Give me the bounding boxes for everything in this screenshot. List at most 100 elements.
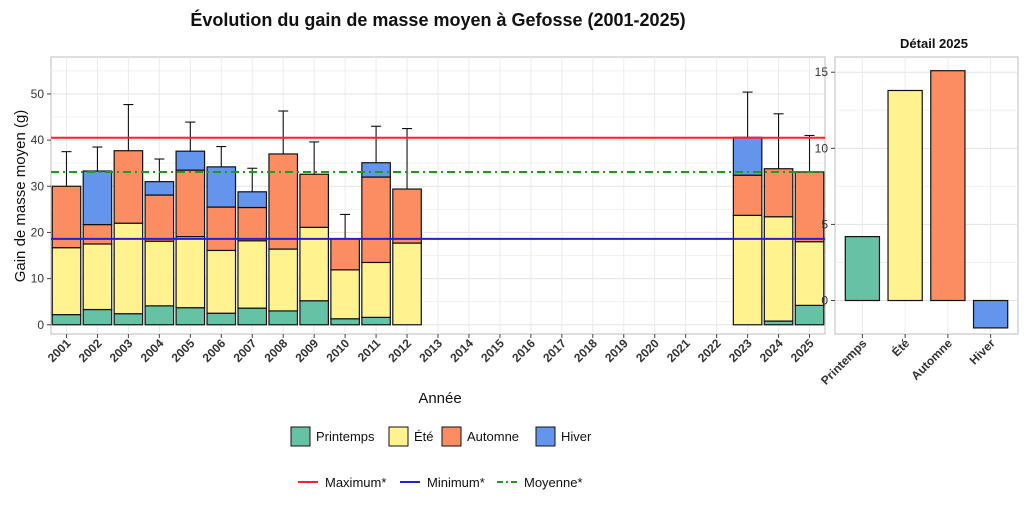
x-tick-label: 2016	[509, 336, 538, 365]
x-tick-label: 2025	[788, 336, 817, 365]
bar-segment-printemps-2006	[206, 312, 237, 326]
bar-segment-été-2008	[268, 248, 299, 312]
bar-segment-automne-2002	[82, 223, 113, 245]
x-tick-label: 2010	[323, 336, 352, 365]
bar-segment-automne-2009	[299, 173, 330, 228]
y-tick-label: 40	[31, 133, 45, 147]
season-legend: Printemps Été Automne Hiver	[290, 426, 592, 447]
legend-swatch-printemps	[290, 426, 311, 447]
bar-segment-printemps-2003	[113, 313, 144, 326]
main-x-ticks: 2001 2002 2003 2004 2005 2006 2007 2008 2009 2010…	[45, 334, 817, 365]
bar-segment-printemps-2004	[144, 305, 175, 326]
bar-segment-hiver-2005	[175, 150, 206, 171]
bar-segment-été-2006	[206, 249, 237, 314]
bar-segment-hiver-2007	[237, 191, 268, 209]
main-y-ticks: 0 10 20 30 40 50	[31, 87, 51, 332]
bar-segment-été-2012	[392, 242, 422, 326]
bar-segment-hiver-2004	[144, 181, 175, 196]
bar-segment-été-2007	[237, 240, 268, 309]
x-tick-label: 2023	[726, 336, 755, 365]
x-tick-label: 2019	[602, 336, 631, 365]
y-tick-label: 10	[31, 272, 45, 286]
y-axis-title: Gain de masse moyen (g)	[12, 110, 29, 283]
x-tick-label: 2008	[262, 336, 291, 365]
bar-segment-automne-2024	[763, 168, 794, 218]
legend-swatch-automne	[441, 426, 462, 447]
x-tick-label: 2018	[571, 336, 600, 365]
legend-label-minimum: Minimum*	[427, 475, 485, 490]
x-tick-label: 2003	[107, 336, 136, 365]
detail-bar-hiver	[972, 299, 1009, 329]
y-tick-label: 20	[31, 225, 45, 239]
bar-segment-printemps-2025	[794, 304, 825, 326]
bar-segment-été-2005	[175, 235, 206, 309]
y-tick-label: 30	[31, 179, 45, 193]
legend-label-maximum: Maximum*	[325, 475, 386, 490]
legend-label-été: Été	[414, 429, 434, 444]
x-tick-label: 2015	[478, 336, 507, 365]
x-axis-title: Année	[418, 390, 461, 407]
bar-segment-automne-2011	[361, 176, 391, 264]
bar-segment-été-2023	[732, 214, 763, 326]
bar-segment-printemps-2009	[299, 300, 330, 326]
legend-label-moyenne: Moyenne*	[524, 475, 583, 490]
detail-x-tick-label: Automne	[908, 336, 955, 383]
reference-line-legend: Maximum* Minimum* Moyenne*	[298, 475, 583, 490]
bar-segment-printemps-2001	[51, 314, 82, 326]
detail-y-tick-label: 15	[815, 65, 829, 79]
legend-label-hiver: Hiver	[561, 429, 592, 444]
bar-segment-printemps-2011	[361, 316, 391, 326]
x-tick-label: 2020	[633, 336, 662, 365]
detail-y-tick-label: 0	[821, 294, 828, 308]
bar-segment-été-2002	[82, 243, 113, 311]
bar-segment-printemps-2002	[82, 308, 113, 326]
detail-chart-title: Détail 2025	[900, 36, 968, 51]
bar-segment-printemps-2005	[175, 307, 206, 326]
x-tick-label: 2002	[76, 336, 105, 365]
x-tick-label: 2007	[231, 336, 260, 365]
bar-segment-automne-2010	[330, 238, 360, 271]
bar-segment-été-2004	[144, 240, 175, 307]
bar-segment-printemps-2007	[237, 307, 268, 326]
bar-segment-été-2003	[113, 222, 144, 315]
x-tick-label: 2022	[695, 336, 724, 365]
reference-lines	[51, 136, 825, 240]
legend-label-automne: Automne	[467, 429, 519, 444]
x-tick-label: 2001	[45, 336, 74, 365]
detail-bar-été	[887, 89, 923, 302]
bar-segment-automne-2025	[794, 171, 825, 243]
detail-x-tick-label: Printemps	[818, 336, 870, 388]
bar-segment-printemps-2008	[268, 310, 299, 326]
x-tick-label: 2006	[200, 336, 229, 365]
bar-segment-automne-2005	[175, 169, 206, 238]
detail-x-tick-label: Hiver	[967, 336, 998, 367]
detail-x-tick-label: Été	[888, 335, 912, 359]
bar-segment-hiver-2011	[361, 162, 391, 178]
main-error-bars	[61, 91, 815, 239]
y-tick-label: 50	[31, 87, 45, 101]
bar-segment-été-2010	[330, 269, 360, 320]
legend-label-printemps: Printemps	[316, 429, 375, 444]
detail-bar-automne	[930, 70, 966, 302]
bar-segment-automne-2004	[144, 194, 175, 242]
x-tick-label: 2004	[138, 336, 167, 365]
bar-segment-automne-2023	[732, 174, 763, 216]
bar-segment-automne-2006	[206, 206, 237, 252]
x-tick-label: 2012	[385, 336, 414, 365]
bar-segment-été-2024	[763, 216, 794, 322]
bar-segment-été-2011	[361, 261, 391, 318]
legend-swatch-été	[388, 426, 409, 447]
x-tick-label: 2009	[292, 336, 321, 365]
legend-swatch-hiver	[535, 426, 556, 447]
detail-bars	[844, 70, 1009, 329]
bar-segment-automne-2003	[113, 150, 144, 224]
bar-segment-automne-2008	[268, 153, 299, 250]
bar-segment-automne-2001	[51, 185, 82, 249]
bar-segment-été-2001	[51, 247, 82, 316]
detail-y-tick-label: 10	[815, 141, 829, 155]
x-tick-label: 2005	[169, 336, 198, 365]
x-tick-label: 2017	[540, 336, 569, 365]
x-tick-label: 2024	[757, 336, 786, 365]
